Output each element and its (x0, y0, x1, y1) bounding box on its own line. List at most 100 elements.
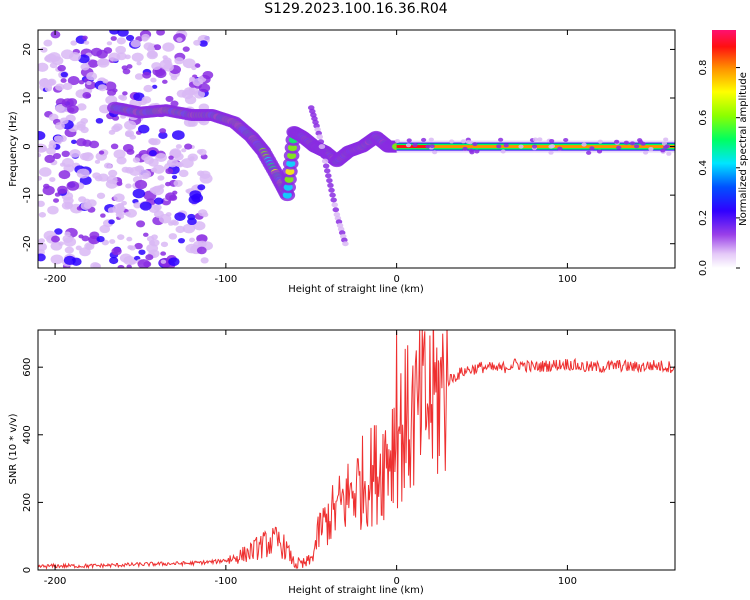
noise-blob (137, 124, 150, 134)
noise-blob (133, 202, 142, 209)
noise-blob (127, 245, 134, 250)
noise-blob (42, 78, 48, 83)
noise-blob (173, 179, 183, 187)
steady-line-scatter (660, 148, 666, 153)
steady-line-scatter (532, 137, 538, 142)
steady-line-scatter (537, 137, 543, 142)
noise-blob (90, 262, 101, 268)
steady-line-scatter (640, 141, 646, 146)
noise-blob (111, 125, 121, 133)
noise-blob (118, 214, 125, 219)
steady-line-scatter (563, 137, 569, 142)
noise-blob (136, 220, 146, 228)
noise-blob (166, 158, 179, 168)
noise-blob (38, 62, 49, 72)
spectrogram-x-axis-label: Height of straight line (km) (288, 284, 424, 295)
noise-blob (47, 205, 59, 215)
colorbar-tick-label: 0.0 (698, 260, 709, 276)
noise-blob (108, 219, 115, 225)
noise-blob (78, 79, 85, 85)
steady-line-scatter (474, 149, 480, 154)
steady-line-scatter (549, 138, 555, 143)
noise-blob (152, 84, 158, 89)
steady-line-scatter (425, 144, 431, 149)
noise-blob (76, 103, 87, 111)
steady-line-scatter (531, 144, 538, 149)
noise-blob (156, 30, 165, 36)
noise-blob (97, 84, 108, 92)
noise-blob (197, 184, 206, 191)
noise-blob (38, 153, 42, 158)
x-tick-label: -200 (44, 274, 67, 285)
noise-blob (126, 34, 135, 42)
noise-blob (109, 30, 120, 35)
y-tick-label: 400 (22, 425, 33, 444)
noise-blob (100, 213, 106, 218)
noise-blob (138, 249, 146, 255)
noise-blob (119, 253, 132, 263)
noise-blob (60, 78, 67, 83)
steady-line-scatter (596, 149, 603, 154)
x-tick-label: 0 (393, 576, 399, 587)
noise-blob (66, 104, 79, 114)
streak-blob (324, 168, 331, 174)
colorbar-label: Normalized spectral amplitude (738, 72, 749, 226)
steady-line-scatter (548, 150, 554, 155)
noise-blob (116, 52, 127, 61)
ridge-core (283, 183, 293, 191)
snr-x-axis: -200 -100 0 100 (44, 330, 577, 587)
noise-blob (58, 170, 71, 180)
ridge-core (282, 191, 292, 199)
noise-blob (150, 77, 157, 83)
noise-blob (87, 59, 99, 68)
steady-line-scatter (465, 139, 471, 144)
noise-blob (108, 169, 118, 177)
noise-blob (188, 237, 196, 243)
noise-blob (66, 181, 80, 191)
noise-blob (136, 61, 142, 66)
y-tick-label: 200 (22, 493, 33, 512)
steady-line-scatter (589, 146, 595, 151)
streak-blob (325, 173, 332, 179)
y-tick-label: -20 (22, 236, 33, 252)
noise-blob (96, 49, 108, 59)
ridge-core (287, 152, 297, 160)
noise-blob (94, 159, 101, 164)
streak-blob (332, 207, 340, 213)
colorbar-ticks: 0.0 0.2 0.4 0.6 0.8 (698, 60, 740, 276)
noise-blob (86, 152, 93, 157)
noise-blob (43, 183, 50, 189)
noise-blob (123, 120, 137, 131)
noise-blob (57, 64, 66, 72)
noise-blob (85, 243, 93, 249)
steady-line-scatter (500, 149, 506, 154)
steady-line-scatter (661, 141, 668, 146)
noise-blob (39, 167, 52, 177)
noise-blob (175, 161, 183, 168)
noise-blob (134, 73, 144, 80)
snr-y-axis: 0 200 400 600 (22, 358, 675, 573)
noise-blob (79, 247, 91, 257)
noise-blob (171, 220, 179, 226)
spectrogram-y-axis: -20 -10 0 10 20 (22, 43, 675, 252)
noise-blob (54, 122, 65, 130)
ridge-core (287, 144, 298, 152)
noise-blob (126, 64, 133, 69)
noise-blob (110, 143, 119, 150)
noise-blob (118, 94, 125, 100)
steady-line-scatter (412, 142, 418, 147)
noise-blob (139, 201, 152, 211)
noise-blob (126, 236, 133, 242)
steady-line-scatter (664, 144, 670, 149)
noise-blob (146, 235, 155, 242)
noise-blob (176, 37, 183, 43)
noise-blob (116, 181, 123, 186)
noise-blob (53, 198, 60, 203)
noise-blob (76, 168, 90, 179)
noise-blob (78, 54, 90, 64)
x-tick-label: 0 (393, 274, 399, 285)
noise-blob (193, 221, 206, 231)
noise-blob (38, 242, 47, 252)
noise-blob (148, 150, 157, 157)
